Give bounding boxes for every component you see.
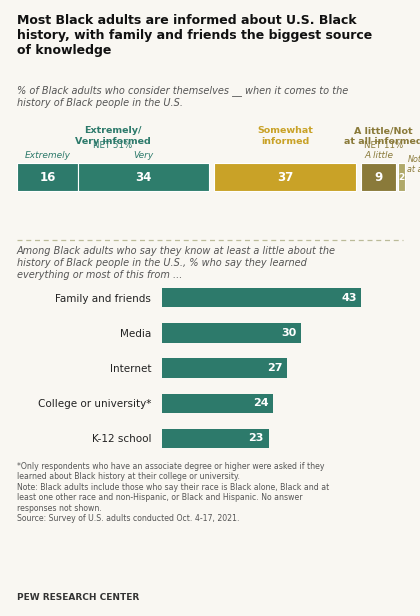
Text: 30: 30 bbox=[281, 328, 297, 338]
Bar bbox=[162, 429, 268, 448]
Text: 2: 2 bbox=[398, 172, 404, 182]
Text: 23: 23 bbox=[249, 433, 264, 444]
Text: 9: 9 bbox=[375, 171, 383, 184]
Text: Most Black adults are informed about U.S. Black
history, with family and friends: Most Black adults are informed about U.S… bbox=[17, 14, 372, 57]
Text: A little: A little bbox=[364, 151, 393, 160]
Text: Very: Very bbox=[134, 151, 154, 160]
Text: NET 51%: NET 51% bbox=[93, 140, 133, 150]
Text: 43: 43 bbox=[341, 293, 357, 303]
Text: Extremely/
Very informed: Extremely/ Very informed bbox=[75, 126, 151, 145]
Text: 34: 34 bbox=[136, 171, 152, 184]
Text: NET 11%: NET 11% bbox=[364, 140, 403, 150]
Text: Somewhat
informed: Somewhat informed bbox=[257, 126, 313, 145]
Text: 27: 27 bbox=[267, 363, 283, 373]
Text: Not
at all: Not at all bbox=[407, 155, 420, 174]
Text: Extremely: Extremely bbox=[24, 151, 71, 160]
Text: 24: 24 bbox=[253, 398, 268, 408]
Text: *Only respondents who have an associate degree or higher were asked if they
lear: *Only respondents who have an associate … bbox=[17, 462, 329, 523]
Bar bbox=[162, 359, 287, 378]
Text: Among Black adults who say they know at least a little about the
history of Blac: Among Black adults who say they know at … bbox=[17, 246, 336, 280]
Text: % of Black adults who consider themselves __ when it comes to the
history of Bla: % of Black adults who consider themselve… bbox=[17, 85, 348, 108]
Text: PEW RESEARCH CENTER: PEW RESEARCH CENTER bbox=[17, 593, 139, 602]
Text: 16: 16 bbox=[39, 171, 56, 184]
Bar bbox=[162, 323, 301, 342]
Bar bbox=[162, 288, 361, 307]
Text: A little/Not
at all informed: A little/Not at all informed bbox=[344, 126, 420, 145]
Bar bbox=[162, 394, 273, 413]
Text: 37: 37 bbox=[277, 171, 293, 184]
